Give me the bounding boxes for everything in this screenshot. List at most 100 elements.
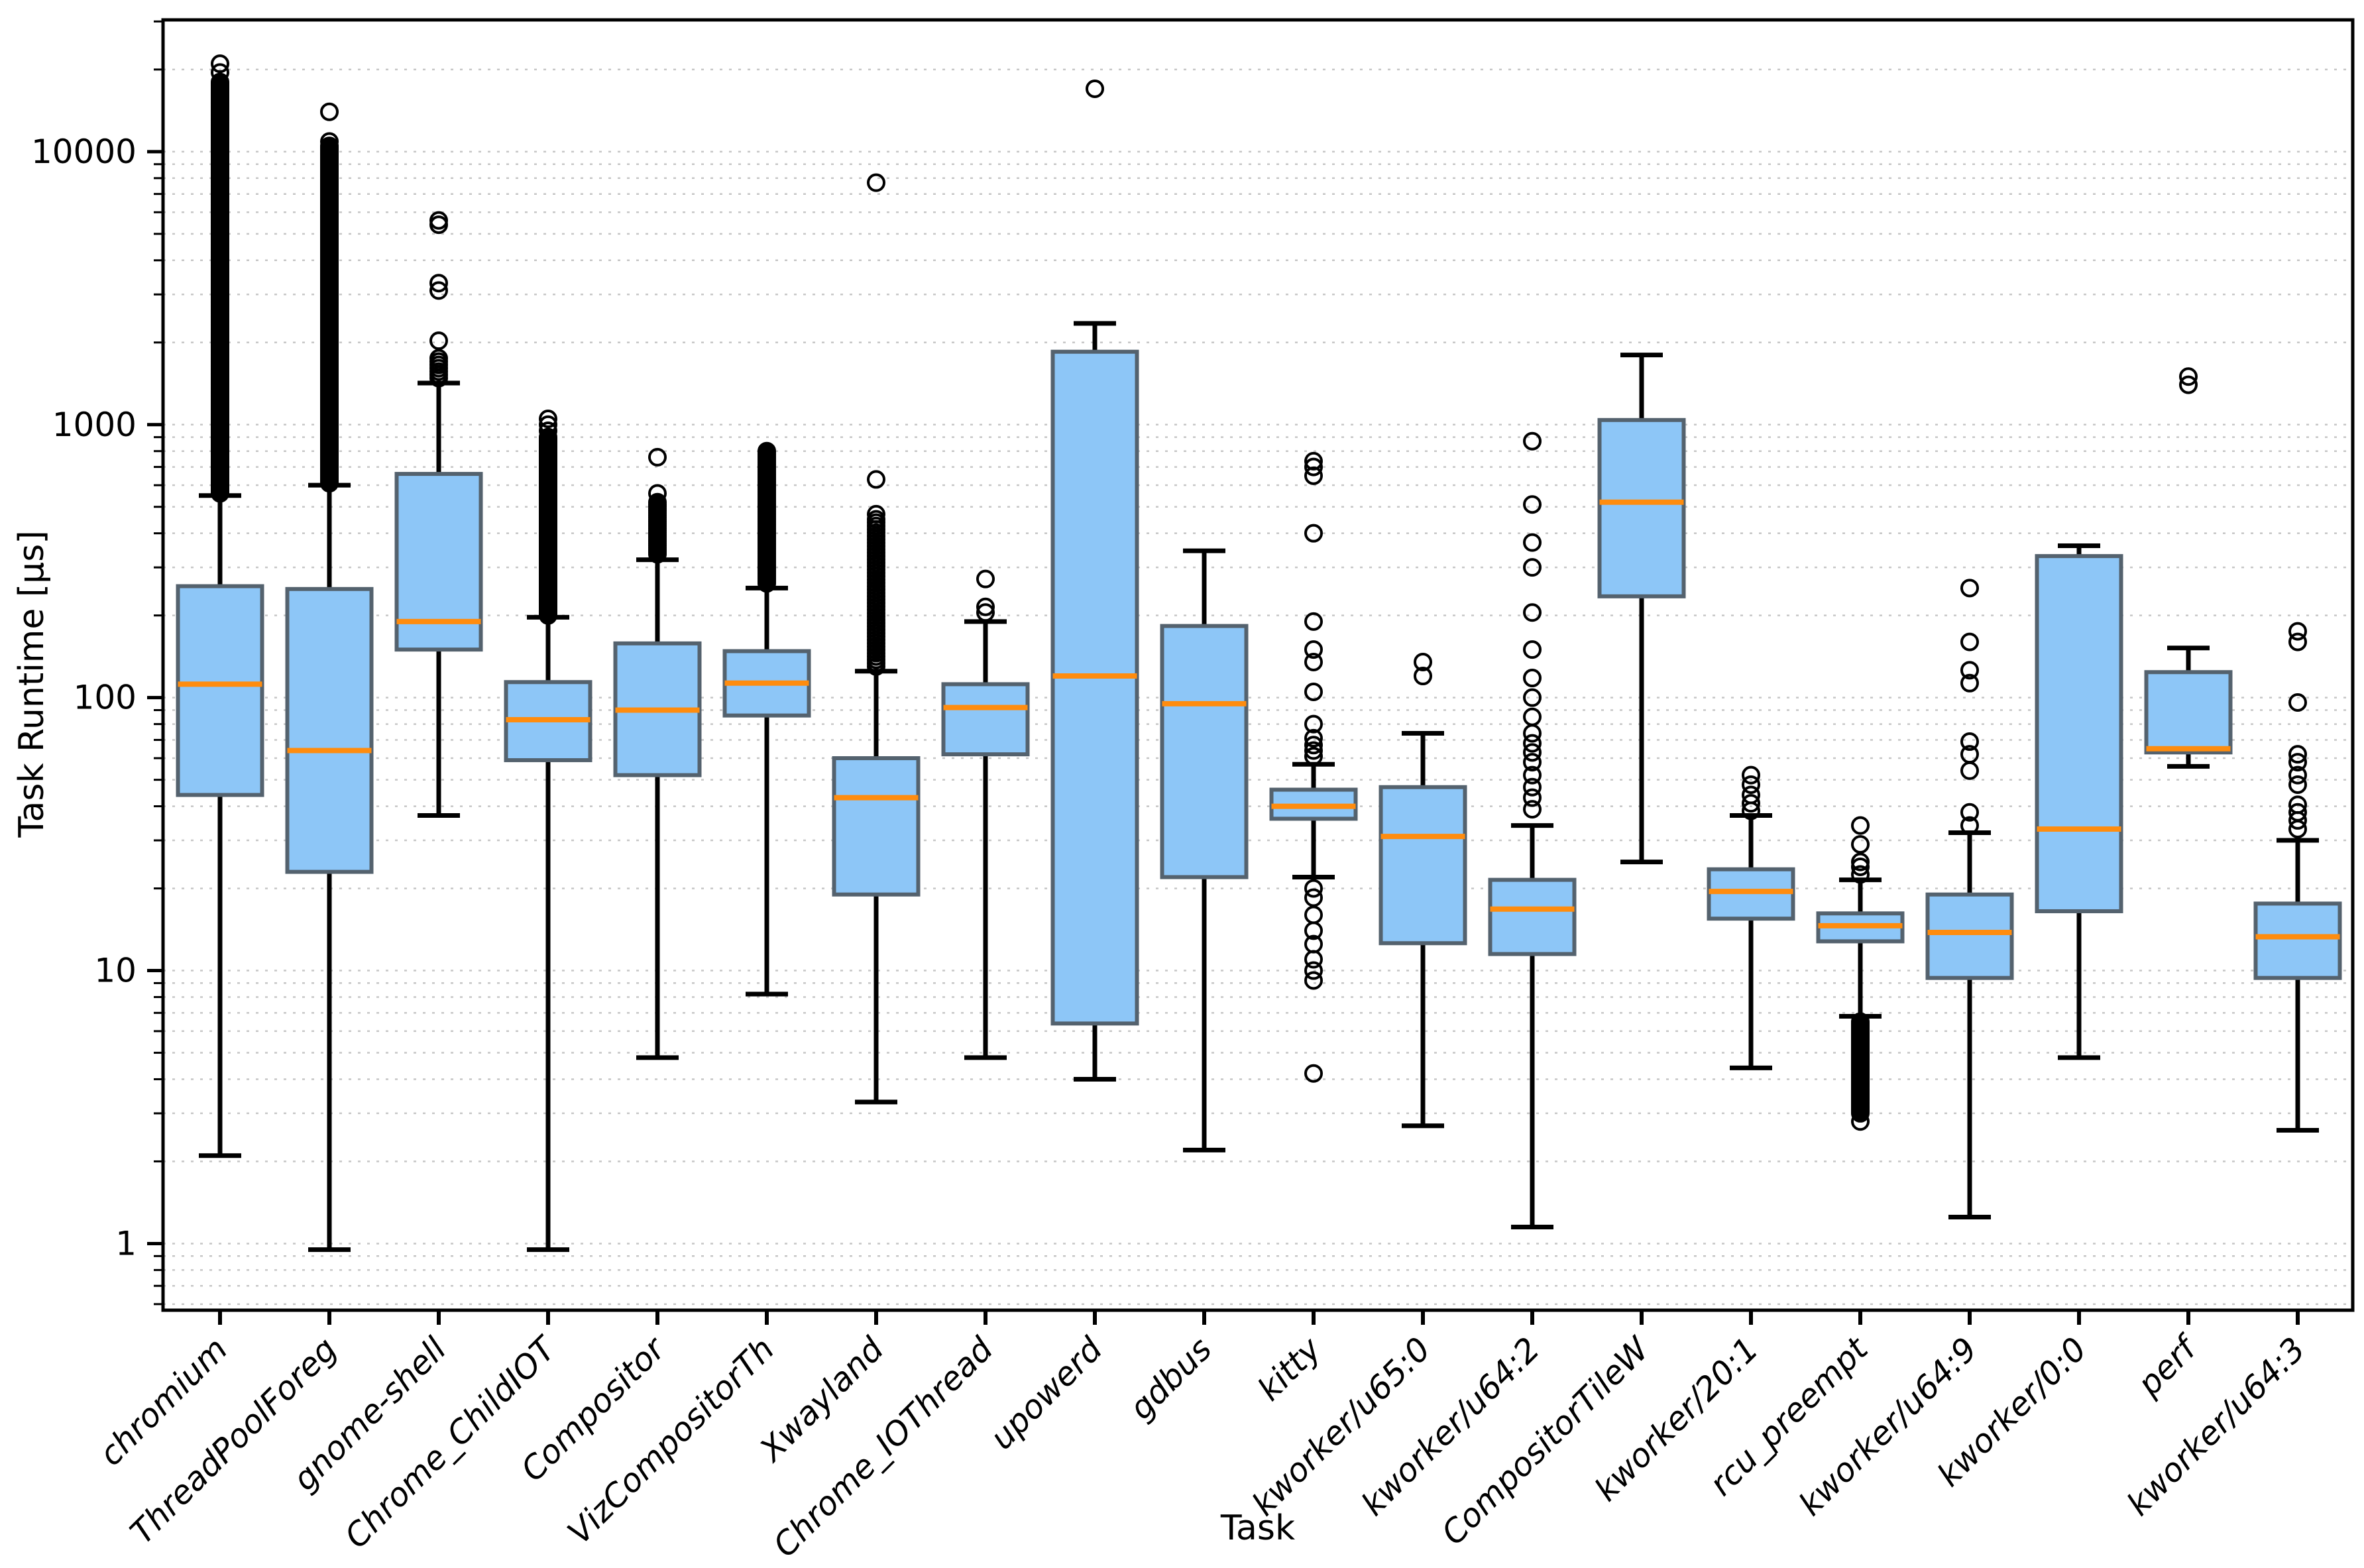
- y-tick-label: 1000: [52, 406, 137, 444]
- outlier-point: [1304, 682, 1323, 701]
- boxes: [176, 54, 2342, 1253]
- outlier-point: [1523, 800, 1542, 819]
- outlier-point: [1742, 775, 1760, 794]
- iqr-box: [285, 587, 374, 874]
- iqr-box: [1050, 349, 1139, 1026]
- x-tick-label: perf: [2130, 1327, 2207, 1404]
- y-axis: 1 10 100 1000 10000: [31, 20, 163, 1306]
- outlier-point: [1523, 431, 1542, 451]
- box-kworker/u65:0: [1379, 652, 1467, 1129]
- outlier-point: [1304, 888, 1323, 907]
- y-tick-label: 10000: [31, 133, 137, 171]
- box-gnome-shell: [394, 211, 483, 818]
- outlier-point: [429, 349, 448, 368]
- outlier-point: [976, 597, 995, 616]
- outlier-point: [539, 415, 557, 434]
- x-tick-label: kitty: [1251, 1329, 1329, 1408]
- outlier-point: [1523, 603, 1542, 622]
- x-tick-label: ThreadPoolForeg: [123, 1330, 345, 1551]
- outlier-point: [211, 54, 229, 74]
- box-kworker/u64:3: [2253, 622, 2342, 1133]
- outlier-point: [1304, 950, 1323, 969]
- outlier-point: [539, 410, 557, 429]
- outlier-point: [1304, 961, 1323, 980]
- outlier-point: [1304, 612, 1323, 631]
- outlier-point: [1523, 788, 1542, 807]
- iqr-box: [176, 584, 264, 797]
- box-perf: [2144, 367, 2233, 769]
- outlier-point: [1960, 745, 1979, 764]
- iqr-box: [1160, 624, 1249, 879]
- outlier-point: [1960, 732, 1979, 752]
- box-kworker/u64:9: [1925, 579, 2014, 1220]
- y-tick-label: 100: [74, 679, 137, 717]
- iqr-box: [2253, 901, 2342, 980]
- outlier-point: [1523, 734, 1542, 753]
- outlier-point: [1523, 724, 1542, 743]
- outlier-point: [1304, 971, 1323, 990]
- outlier-point: [2288, 622, 2307, 641]
- outlier-point: [1304, 905, 1323, 924]
- outlier-point: [867, 470, 885, 489]
- box-VizCompositorTh: [722, 441, 811, 997]
- outlier-point: [867, 504, 885, 524]
- outlier-point: [1851, 835, 1870, 854]
- outlier-point: [1851, 865, 1870, 884]
- x-tick-label: VizCompositorTh: [560, 1330, 781, 1551]
- outlier-point: [1851, 1112, 1870, 1131]
- outlier-point: [1304, 741, 1323, 760]
- outlier-point: [2288, 693, 2307, 712]
- outlier-point: [867, 173, 885, 192]
- outlier-point: [1523, 707, 1542, 726]
- box-Chrome_ChildIOT: [504, 410, 592, 1253]
- box-gdbus: [1160, 548, 1249, 1152]
- box-chromium: [176, 54, 264, 1158]
- outlier-point: [1742, 785, 1760, 805]
- iqr-box: [2144, 670, 2233, 755]
- outlier-point: [2288, 775, 2307, 794]
- outlier-point: [648, 447, 667, 467]
- outlier-point: [1304, 451, 1323, 471]
- outlier-point: [2288, 745, 2307, 764]
- iqr-box: [941, 682, 1030, 757]
- outlier-point: [1414, 667, 1432, 686]
- box-kworker/u64:2: [1488, 431, 1577, 1229]
- box-upowerd: [1050, 79, 1139, 1082]
- outlier-point: [648, 484, 667, 503]
- outlier-point: [1851, 852, 1870, 871]
- outlier-point: [1742, 765, 1760, 785]
- outlier-point: [2288, 753, 2307, 772]
- outlier-point: [2288, 803, 2307, 822]
- outlier-point: [1960, 579, 1979, 598]
- outlier-point: [1304, 879, 1323, 898]
- outlier-point: [1523, 777, 1542, 797]
- axes-spines: [161, 18, 2355, 1312]
- outlier-point: [758, 441, 776, 461]
- outlier-point: [1523, 533, 1542, 552]
- x-axis-label: Task: [1220, 1508, 1296, 1548]
- outlier-point: [1960, 673, 1979, 693]
- iqr-box: [1488, 877, 1577, 956]
- outlier-point: [539, 427, 557, 447]
- outlier-point: [539, 421, 557, 440]
- outlier-point: [211, 72, 229, 91]
- box-Chrome_IOThread: [941, 569, 1030, 1060]
- outlier-point: [976, 603, 995, 622]
- outlier-point: [211, 63, 229, 82]
- iqr-box: [832, 756, 921, 897]
- outlier-point: [867, 510, 885, 529]
- outlier-point: [1523, 688, 1542, 707]
- gridlines: [163, 68, 2353, 1306]
- x-tick-label: Chrome_IOThread: [766, 1330, 1001, 1565]
- outlier-point: [1304, 640, 1323, 659]
- outlier-point: [1304, 714, 1323, 734]
- y-tick-label: 10: [94, 952, 137, 990]
- y-axis-label: Task Runtime [µs]: [12, 530, 52, 838]
- outlier-point: [1742, 794, 1760, 813]
- outlier-point: [1851, 857, 1870, 876]
- outlier-point: [1960, 803, 1979, 822]
- x-tick-label: CompositorTileW: [1434, 1329, 1657, 1552]
- box-ThreadPoolForeg: [285, 102, 374, 1253]
